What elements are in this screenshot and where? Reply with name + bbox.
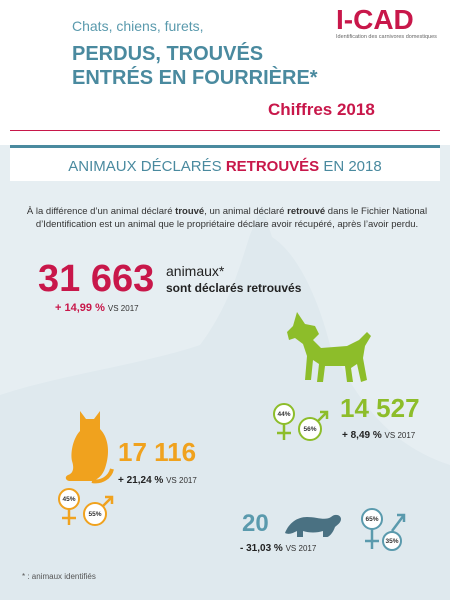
icad-logo: I-CAD Identification des carnivores dome… — [336, 4, 440, 44]
ferrets-change: - 31,03 % VS 2017 — [240, 543, 316, 554]
intro-bold-2: retrouvé — [287, 206, 326, 217]
infographic-body: ANIMAUX DÉCLARÉS RETROUVÉS EN 2018 À la … — [0, 145, 450, 600]
section-banner: ANIMAUX DÉCLARÉS RETROUVÉS EN 2018 — [10, 145, 440, 181]
cats-change-vs: VS 2017 — [166, 476, 197, 485]
dogs-male-pct: 56% — [303, 426, 317, 433]
dogs-female-pct: 44% — [277, 411, 291, 418]
page-subtitle: Chiffres 2018 — [268, 100, 375, 119]
cats-change-value: + 21,24 % — [118, 475, 164, 486]
logo-text: I-CAD — [336, 4, 414, 35]
footnote: * : animaux identifiés — [22, 572, 96, 581]
cats-change: + 21,24 % VS 2017 — [118, 475, 197, 486]
cats-count: 17 116 — [118, 437, 197, 467]
dogs-change-vs: VS 2017 — [384, 431, 416, 440]
intro-part-2: , un animal déclaré — [204, 206, 288, 217]
title-line-1: PERDUS, TROUVÉS — [72, 43, 264, 65]
logo-tagline: Identification des carnivores domestique… — [336, 34, 437, 40]
ferrets-change-vs: VS 2017 — [285, 544, 317, 553]
total-label-line-2: sont déclarés retrouvés — [166, 281, 302, 295]
section-title-accent: RETROUVÉS — [225, 158, 320, 175]
total-count: 31 663 — [38, 258, 155, 300]
ferrets-male-pct: 35% — [385, 538, 399, 545]
ferret-icon — [285, 514, 341, 537]
dog-icon — [287, 312, 371, 382]
header-divider — [10, 130, 440, 131]
total-change-value: + 14,99 % — [55, 302, 105, 314]
header-kicker: Chats, chiens, furets, — [72, 18, 204, 34]
section-title: ANIMAUX DÉCLARÉS RETROUVÉS EN 2018 — [10, 158, 440, 175]
total-change-vs: VS 2017 — [107, 304, 139, 313]
dogs-change-value: + 8,49 % — [342, 430, 382, 441]
total-label-line-1: animaux* — [166, 263, 225, 279]
title-line-2: ENTRÉS EN FOURRIÈRE* — [72, 67, 318, 89]
total-change: + 14,99 % VS 2017 — [55, 302, 139, 314]
intro-bold-1: trouvé — [175, 206, 205, 217]
cats-male-pct: 55% — [88, 511, 102, 518]
ferrets-count: 20 — [242, 510, 269, 537]
intro-part-3: dans le Fichier National d’Identificatio… — [35, 206, 428, 230]
intro-text: À la différence d’un animal déclaré trou… — [22, 205, 432, 231]
intro-part-1: À la différence d’un animal déclaré — [26, 206, 176, 217]
ferrets-change-value: - 31,03 % — [240, 543, 283, 554]
ferrets-female-pct: 65% — [365, 516, 379, 523]
header: Chats, chiens, furets, PERDUS, TROUVÉS E… — [0, 0, 450, 145]
cats-female-pct: 45% — [62, 496, 76, 503]
dogs-gender-icon — [273, 403, 329, 441]
dogs-count: 14 527 — [340, 393, 420, 423]
cats-gender-icon — [58, 488, 114, 526]
dogs-change: + 8,49 % VS 2017 — [342, 430, 415, 441]
section-title-prefix: ANIMAUX DÉCLARÉS — [68, 158, 226, 175]
section-title-suffix: EN 2018 — [319, 158, 382, 175]
page-title: PERDUS, TROUVÉS ENTRÉS EN FOURRIÈRE* — [72, 42, 318, 90]
ferrets-gender-icon — [361, 508, 406, 551]
cat-icon — [65, 411, 114, 484]
